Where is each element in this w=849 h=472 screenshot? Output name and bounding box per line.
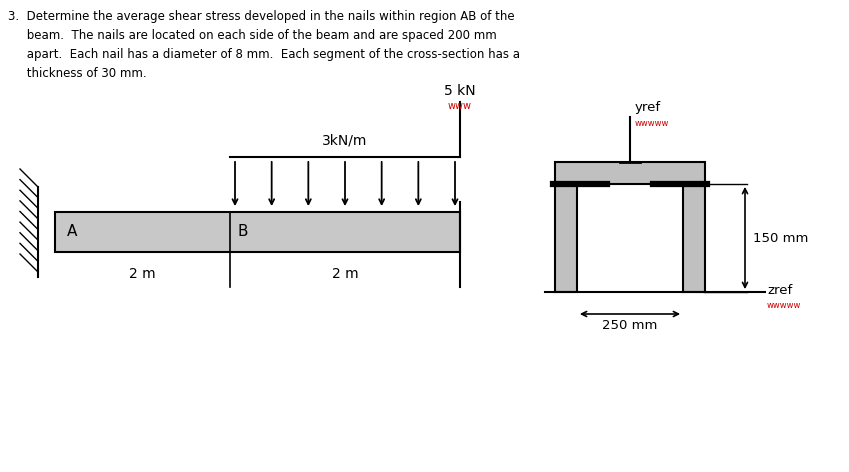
Bar	[555, 184, 577, 292]
Text: zref: zref	[767, 284, 792, 296]
Text: B: B	[238, 225, 249, 239]
Text: 3.  Determine the average shear stress developed in the nails within region AB o: 3. Determine the average shear stress de…	[8, 10, 520, 80]
Text: 2 m: 2 m	[129, 267, 156, 281]
Text: 250 mm: 250 mm	[602, 319, 658, 332]
Text: A: A	[67, 225, 77, 239]
Text: www: www	[448, 101, 472, 111]
Text: 2 m: 2 m	[332, 267, 358, 281]
Text: 3kN/m: 3kN/m	[323, 133, 368, 147]
Text: wwwww: wwwww	[635, 119, 669, 128]
Text: 150 mm: 150 mm	[753, 231, 808, 244]
Bar	[683, 184, 705, 292]
Bar	[55, 212, 460, 252]
Text: yref: yref	[635, 101, 661, 114]
Text: wwwww: wwwww	[767, 301, 801, 310]
Bar	[555, 162, 705, 184]
Text: 5 kN: 5 kN	[444, 84, 475, 98]
